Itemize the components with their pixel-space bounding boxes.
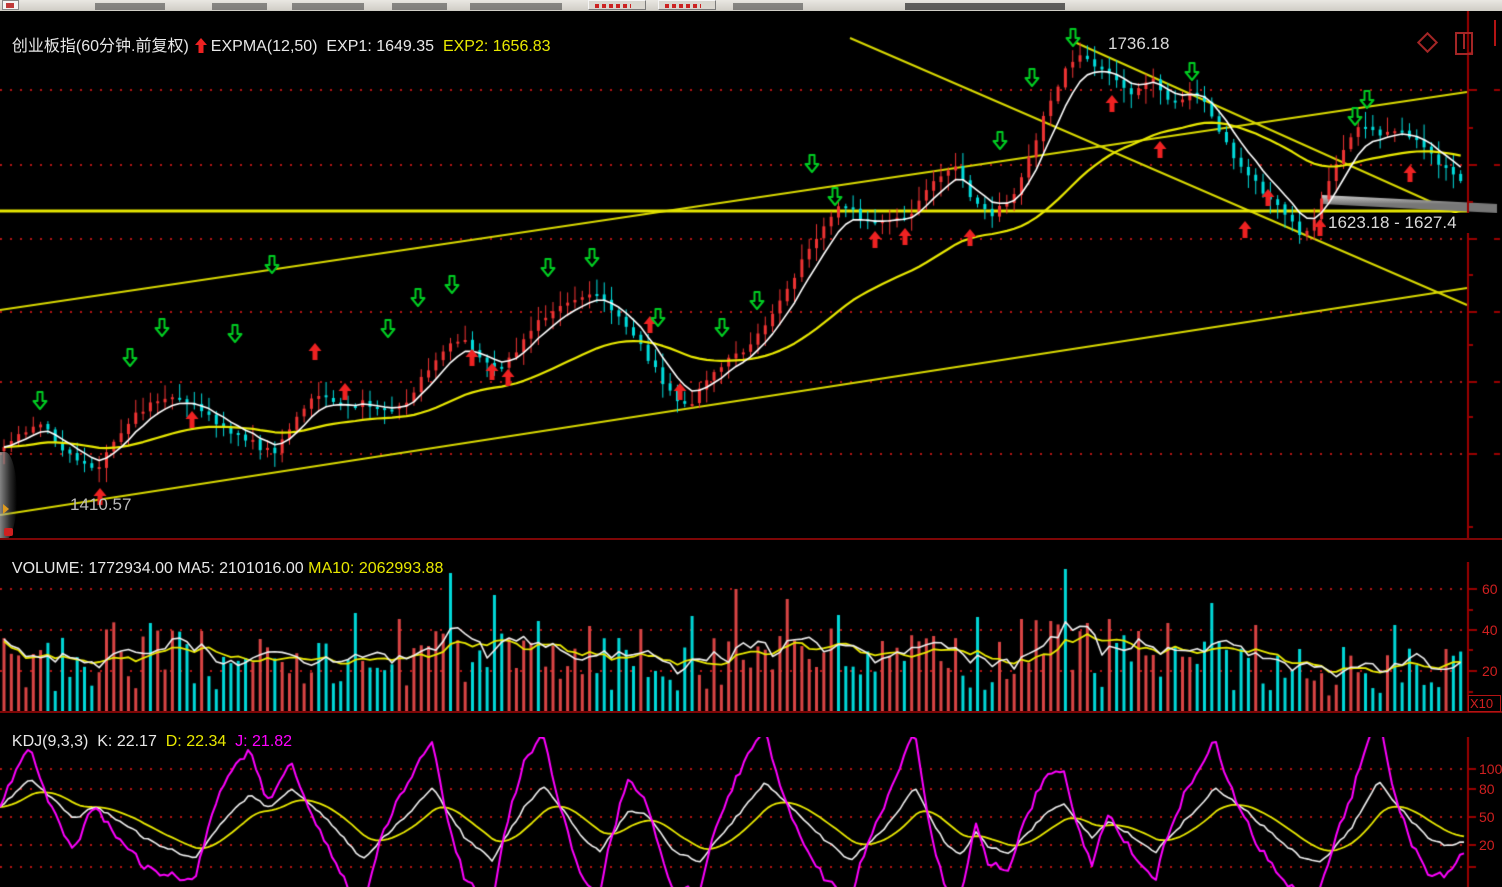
volume-multiplier-badge: X10 bbox=[1468, 695, 1501, 712]
diamond-icon[interactable] bbox=[1416, 31, 1438, 54]
volume-axis-60: 60 bbox=[1482, 581, 1498, 597]
kdj-j-value: J: 21.82 bbox=[235, 733, 293, 750]
indicator-label[interactable]: EXPMA(12,50) bbox=[210, 38, 318, 55]
main-chart-title-row: 创业板指(60分钟.前复权) EXPMA(12,50) EXP1: 1649.35… bbox=[3, 14, 551, 56]
volume-axis-20: 20 bbox=[1482, 663, 1498, 679]
peak-price-label: 1736.18 bbox=[1108, 34, 1170, 53]
panel-divider bbox=[0, 711, 1502, 713]
support-range-label: 1623.18 - 1627.4 bbox=[1326, 213, 1502, 233]
exp1-value: EXP1: 1649.35 bbox=[326, 38, 435, 55]
menu-button[interactable] bbox=[588, 0, 646, 10]
menu-item-cut[interactable] bbox=[292, 3, 364, 10]
kdj-header-row: KDJ(9,3,3) K: 22.17 D: 22.34 J: 21.82 bbox=[3, 715, 292, 751]
menu-item-cut[interactable] bbox=[212, 3, 267, 10]
chevron-icon bbox=[3, 504, 9, 514]
panel-divider bbox=[0, 538, 1502, 540]
kdj-axis-50: 50 bbox=[1479, 809, 1495, 825]
menu-item-cut[interactable] bbox=[392, 3, 447, 10]
menu-item-cut[interactable] bbox=[95, 3, 165, 10]
square-icon[interactable] bbox=[1455, 32, 1473, 55]
app-title-cut bbox=[905, 3, 1065, 10]
volume-value: VOLUME: 1772934.00 bbox=[11, 560, 173, 577]
kdj-axis-80: 80 bbox=[1479, 781, 1495, 797]
app-icon[interactable] bbox=[2, 0, 19, 10]
kdj-label[interactable]: KDJ(9,3,3) bbox=[11, 733, 89, 750]
security-title: 创业板指(60分钟.前复权) bbox=[11, 38, 189, 55]
menu-button[interactable] bbox=[658, 0, 716, 10]
menu-item-cut[interactable] bbox=[733, 3, 803, 10]
menu-bar[interactable] bbox=[0, 0, 1502, 12]
menu-item-cut[interactable] bbox=[470, 3, 562, 10]
kdj-axis-20: 20 bbox=[1479, 837, 1495, 853]
kdj-chart[interactable] bbox=[0, 737, 1502, 887]
volume-chart[interactable] bbox=[0, 562, 1502, 712]
watermark-logo bbox=[0, 452, 17, 540]
kdj-d-value: D: 22.34 bbox=[165, 733, 227, 750]
exp2-value: EXP2: 1656.83 bbox=[442, 38, 551, 55]
volume-ma5-value: MA5: 2101016.00 bbox=[177, 560, 304, 577]
red-dot-icon bbox=[4, 528, 13, 536]
edge-marker bbox=[1494, 20, 1496, 46]
volume-header-row: VOLUME: 1772934.00 MA5: 2101016.00 MA10:… bbox=[3, 542, 443, 578]
up-arrow-icon bbox=[194, 38, 207, 53]
volume-ma10-value: MA10: 2062993.88 bbox=[308, 560, 444, 577]
low-price-label: 1410.57 bbox=[70, 495, 132, 514]
main-price-chart[interactable] bbox=[0, 11, 1502, 539]
volume-axis-40: 40 bbox=[1482, 622, 1498, 638]
kdj-axis-100: 100 bbox=[1479, 761, 1502, 777]
kdj-k-value: K: 22.17 bbox=[97, 733, 157, 750]
